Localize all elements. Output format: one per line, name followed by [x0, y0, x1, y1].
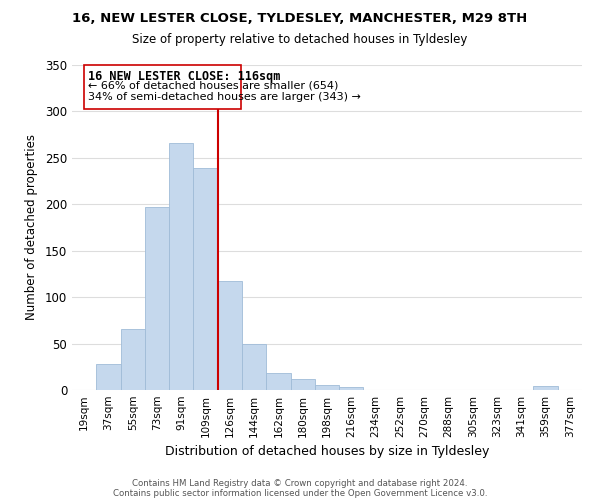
Text: Size of property relative to detached houses in Tyldesley: Size of property relative to detached ho… [133, 32, 467, 46]
Bar [96, 364, 121, 390]
Text: Contains public sector information licensed under the Open Government Licence v3: Contains public sector information licen… [113, 488, 487, 498]
Bar [533, 386, 558, 390]
Text: 16 NEW LESTER CLOSE: 116sqm: 16 NEW LESTER CLOSE: 116sqm [88, 70, 280, 82]
Bar [218, 282, 242, 390]
Bar [242, 344, 266, 390]
Text: 34% of semi-detached houses are larger (343) →: 34% of semi-detached houses are larger (… [88, 92, 361, 102]
Bar [315, 386, 339, 390]
Bar [339, 387, 364, 390]
Bar [266, 374, 290, 390]
FancyBboxPatch shape [84, 65, 241, 108]
Bar [121, 328, 145, 390]
X-axis label: Distribution of detached houses by size in Tyldesley: Distribution of detached houses by size … [165, 446, 489, 458]
Bar [290, 379, 315, 390]
Text: Contains HM Land Registry data © Crown copyright and database right 2024.: Contains HM Land Registry data © Crown c… [132, 478, 468, 488]
Bar [193, 168, 218, 390]
Bar [145, 207, 169, 390]
Text: 16, NEW LESTER CLOSE, TYLDESLEY, MANCHESTER, M29 8TH: 16, NEW LESTER CLOSE, TYLDESLEY, MANCHES… [73, 12, 527, 26]
Text: ← 66% of detached houses are smaller (654): ← 66% of detached houses are smaller (65… [88, 81, 338, 91]
Y-axis label: Number of detached properties: Number of detached properties [25, 134, 38, 320]
Bar [169, 143, 193, 390]
